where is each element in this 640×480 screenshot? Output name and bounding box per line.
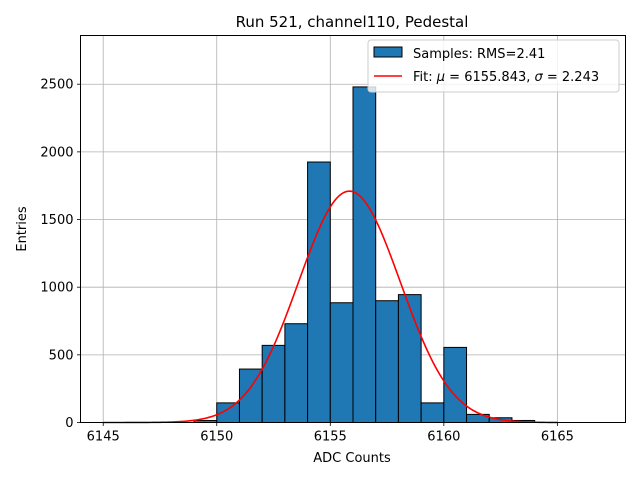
chart-title: Run 521, channel110, Pedestal [236,13,469,31]
x-tick-label: 6150 [200,430,233,445]
legend-sigma-value: = 2.243 [543,70,599,85]
y-axis-ticks: 0 500 1000 1500 2000 2500 [40,78,81,431]
legend-fit-prefix: Fit: [413,70,437,85]
y-tick-label: 2500 [40,78,73,93]
legend-samples-swatch [373,46,403,58]
histogram-bar [420,402,445,423]
histogram-bar [397,294,422,423]
y-axis-label: Entries [15,206,30,252]
y-tick-label: 1500 [40,213,73,228]
x-tick-label: 6160 [427,430,460,445]
legend-samples-label: Samples: RMS=2.41 [413,47,545,62]
legend-box [367,39,620,93]
y-tick-label: 0 [65,416,73,431]
legend-fit-label: Fit: μ = 6155.843, σ = 2.243 [413,70,599,85]
gaussian-fit-curve [103,190,558,424]
histogram-bar [307,161,331,423]
y-tick-label: 2000 [40,145,73,160]
x-axis-label: ADC Counts [313,451,391,466]
x-tick-label: 6155 [314,430,347,445]
x-axis-ticks: 6145 6150 6155 6160 6165 [87,422,574,445]
histogram-bar [352,86,377,423]
legend-sigma-symbol: σ [535,70,544,85]
legend-samples-prefix: Samples: RMS= [413,47,516,62]
histogram-bar [375,300,399,424]
legend-samples-rms: 2.41 [516,47,545,62]
x-tick-label: 6145 [87,430,120,445]
plot-frame [80,35,626,423]
histogram-bar [261,344,286,424]
histogram-bar [284,323,309,423]
legend-mu-value: = 6155.843, [445,70,534,85]
histogram-bar [329,302,354,423]
y-tick-label: 500 [49,348,74,363]
x-tick-label: 6165 [541,430,574,445]
legend-mu-symbol: μ [436,70,445,85]
histogram-bars [193,86,536,424]
y-tick-label: 1000 [40,281,73,296]
legend: Samples: RMS=2.41 Fit: μ = 6155.843, σ =… [367,39,620,93]
